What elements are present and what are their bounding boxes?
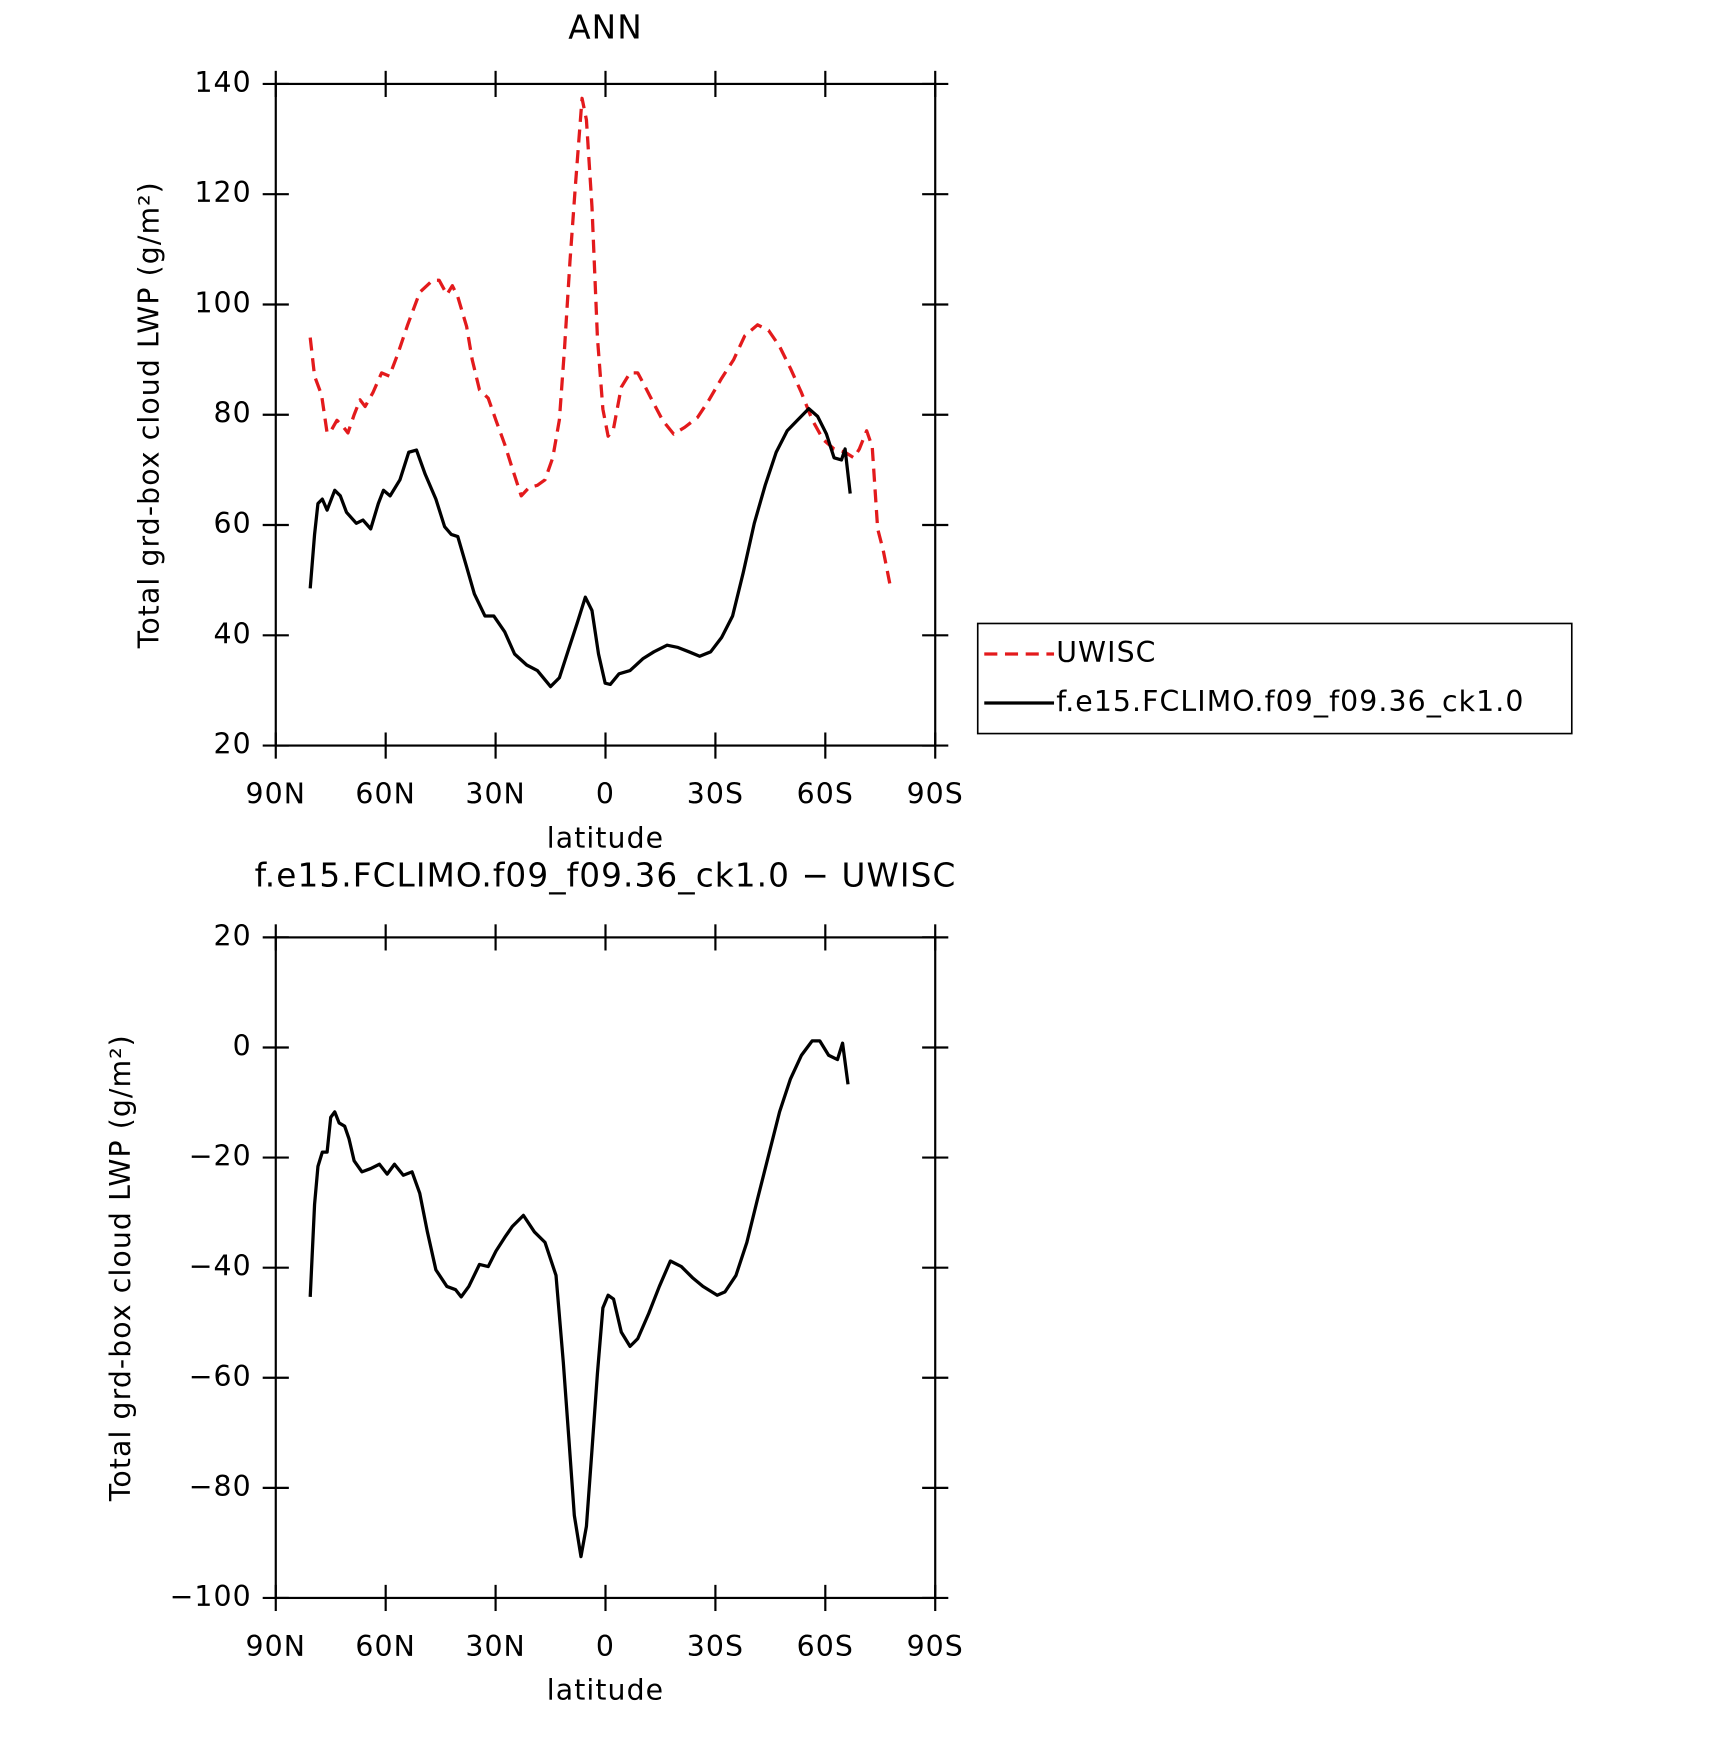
legend-label: UWISC: [1056, 636, 1156, 669]
y-tick-label: 80: [214, 397, 252, 430]
x-tick-label: 30S: [687, 1630, 744, 1663]
y-tick-label: 20: [214, 919, 252, 952]
y-tick-label: 100: [194, 286, 251, 319]
series-line: [308, 96, 892, 584]
y-tick-label: −80: [189, 1470, 252, 1503]
x-tick-label: 90S: [907, 778, 964, 811]
legend-box: [976, 622, 1573, 735]
x-tick-label: 90N: [246, 778, 307, 811]
x-tick-label: 60S: [797, 1630, 854, 1663]
x-tick-label: 30N: [465, 778, 526, 811]
x-tick-label: 30N: [465, 1630, 526, 1663]
x-tick-label: 60S: [797, 778, 854, 811]
y-tick-label: 140: [194, 66, 251, 99]
x-tick-label: 60N: [355, 1630, 416, 1663]
x-tick-label: 90S: [907, 1630, 964, 1663]
chart-title: ANN: [568, 8, 643, 46]
series-line: [308, 407, 852, 689]
y-axis-label: Total grd-box cloud LWP (g/m²): [132, 181, 165, 649]
y-tick-label: −100: [170, 1580, 252, 1613]
legend-label: f.e15.FCLIMO.f09_f09.36_ck1.0: [1056, 685, 1524, 718]
x-tick-label: 0: [596, 778, 615, 811]
y-tick-label: 20: [214, 728, 252, 761]
x-axis-label: latitude: [547, 821, 664, 854]
x-tick-label: 90N: [246, 1630, 307, 1663]
series-line: [308, 1039, 850, 1559]
y-tick-label: 0: [233, 1029, 252, 1062]
y-tick-label: 60: [214, 507, 252, 540]
plot-frame: [274, 936, 937, 1600]
y-tick-label: −20: [189, 1140, 252, 1173]
y-tick-label: 120: [194, 176, 251, 209]
y-tick-label: −40: [189, 1250, 252, 1283]
x-tick-label: 60N: [355, 778, 416, 811]
figure-body: ANN 90N 60N 30N 0 30S 60S 90S 20 40 60 80 100 120 140 l…: [104, 8, 1573, 1707]
x-axis-label: latitude: [547, 1674, 664, 1707]
y-axis-label: Total grd-box cloud LWP (g/m²): [104, 1034, 137, 1502]
y-tick-label: −60: [189, 1360, 252, 1393]
chart-title: f.e15.FCLIMO.f09_f09.36_ck1.0 − UWISC: [255, 856, 957, 894]
x-tick-label: 0: [596, 1630, 615, 1663]
y-tick-label: 40: [214, 617, 252, 650]
x-tick-label: 30S: [687, 778, 744, 811]
